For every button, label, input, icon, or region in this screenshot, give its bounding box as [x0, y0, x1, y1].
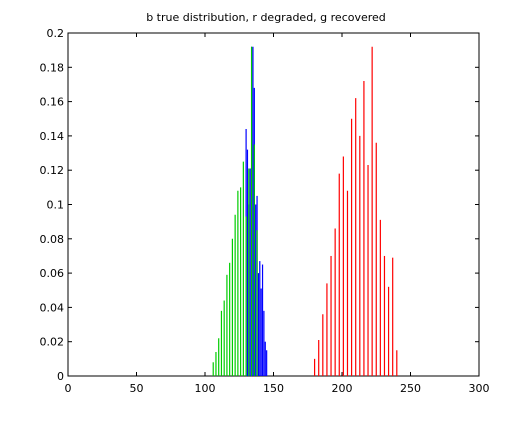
- y-tick-label: 0.14: [40, 130, 65, 143]
- x-tick-label: 300: [469, 382, 490, 395]
- x-tick-label: 0: [65, 382, 72, 395]
- x-tick-label: 100: [195, 382, 216, 395]
- y-tick-label: 0.04: [40, 301, 65, 314]
- x-tick-label: 150: [263, 382, 284, 395]
- y-tick-label: 0.1: [47, 199, 65, 212]
- y-tick-label: 0.12: [40, 164, 65, 177]
- y-tick-label: 0.2: [47, 27, 65, 40]
- chart-title: b true distribution, r degraded, g recov…: [146, 11, 386, 24]
- y-tick-label: 0.08: [40, 233, 65, 246]
- y-tick-label: 0.16: [40, 96, 65, 109]
- y-tick-label: 0.18: [40, 61, 65, 74]
- y-tick-label: 0.02: [40, 336, 65, 349]
- x-tick-label: 200: [332, 382, 353, 395]
- x-tick-label: 50: [130, 382, 144, 395]
- x-tick-label: 250: [400, 382, 421, 395]
- y-tick-label: 0: [57, 370, 64, 383]
- plot-area: 0 50 100 150 200 250 300 0 0.02 0.04 0.06 0.08 0.1 0.…: [40, 27, 490, 395]
- y-tick-label: 0.06: [40, 267, 65, 280]
